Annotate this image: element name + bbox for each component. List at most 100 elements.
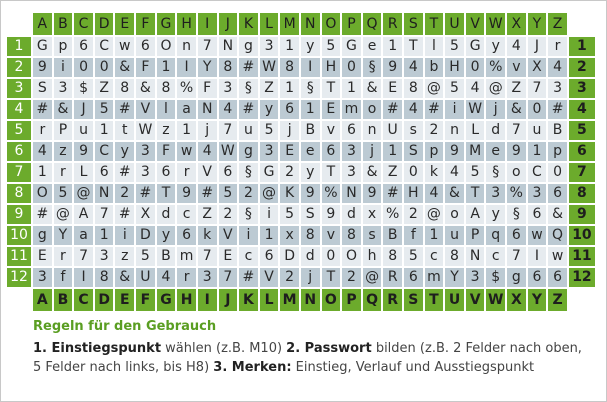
grid-cell: w <box>177 142 198 163</box>
grid-cell: % <box>507 184 528 205</box>
column-header-o: O <box>321 289 343 313</box>
grid-cell: 3 <box>342 163 363 184</box>
grid-cell: # <box>239 58 260 79</box>
grid-cell: 6 <box>321 142 343 163</box>
grid-cell: 5 <box>218 184 240 205</box>
grid-cell: D <box>280 247 301 268</box>
grid-cell: 9 <box>507 142 528 163</box>
grid-cell: W <box>259 58 281 79</box>
grid-cell: # <box>115 163 137 184</box>
column-header-b: B <box>53 13 75 37</box>
grid-cell: 9 <box>383 58 404 79</box>
column-header-j: J <box>218 13 240 37</box>
grid-cell: I <box>527 247 549 268</box>
column-header-s: S <box>403 13 425 37</box>
grid-cell: Z <box>507 79 528 100</box>
grid-cell: 7 <box>218 268 240 289</box>
grid-cell: y <box>486 205 508 226</box>
grid-cell: p <box>53 37 75 58</box>
grid-cell: O <box>156 37 178 58</box>
grid-cell: 5 <box>445 79 466 100</box>
grid-cell: A <box>74 205 95 226</box>
grid-cell: 4 <box>424 184 446 205</box>
grid-cell: 5 <box>136 247 157 268</box>
grid-cell: & <box>507 100 528 121</box>
grid-cell: # <box>115 205 137 226</box>
grid-row-8: 8 O 5 @ N 2 # T 9 #5 2 @ K 9% N 9 # H 4 & T 3% 3 6 8 <box>7 184 597 205</box>
column-header-v: V <box>465 289 487 313</box>
grid-row-2: 2 9 i 0 0 & F 1 I Y 8 # W 8 I H 0 § 9 4 b H 0% v X 4 2 <box>7 58 597 79</box>
grid-cell: 1 <box>259 226 281 247</box>
grid-cell: 7 <box>74 247 95 268</box>
grid-cell: % <box>486 58 508 79</box>
row-number-right: 9 <box>568 205 597 226</box>
step1-label: 1. Einstiegspunkt <box>33 341 162 356</box>
grid-cell: s <box>403 121 425 142</box>
column-header-s: S <box>403 289 425 313</box>
grid-cell: 9 <box>321 205 343 226</box>
grid-cell: Y <box>445 268 466 289</box>
grid-cell: # <box>197 184 219 205</box>
grid-cell: w <box>548 247 569 268</box>
grid-cell: 4 <box>507 37 528 58</box>
grid-cell: 4 <box>465 79 487 100</box>
grid-cell: 0 <box>321 247 343 268</box>
grid-cell: c <box>486 247 508 268</box>
column-header-p: P <box>342 289 363 313</box>
grid-cell: k <box>197 226 219 247</box>
grid-cell: v <box>507 58 528 79</box>
row-number-left: 1 <box>7 37 34 58</box>
grid-cell: s <box>362 226 384 247</box>
grid-cell: % <box>383 205 404 226</box>
column-header-d: D <box>94 13 116 37</box>
row-number-left: 7 <box>7 163 34 184</box>
grid-cell: 1 <box>527 142 549 163</box>
row-number-right: 6 <box>568 142 597 163</box>
grid-cell: S <box>403 142 425 163</box>
grid-cell: 7 <box>197 247 219 268</box>
column-header-m: M <box>280 13 301 37</box>
grid-cell: d <box>486 121 508 142</box>
grid-cell: # <box>33 100 54 121</box>
grid-cell: V <box>259 268 281 289</box>
grid-cell: O <box>342 247 363 268</box>
column-header-t: T <box>424 289 446 313</box>
grid-cell: g <box>239 37 260 58</box>
grid-cell: T <box>321 268 343 289</box>
grid-cell: E <box>33 247 54 268</box>
column-header-j: J <box>218 289 240 313</box>
grid-cell: d <box>300 247 322 268</box>
column-header-l: L <box>259 13 281 37</box>
grid-cell: y <box>259 100 281 121</box>
grid-cell: 4 <box>548 58 569 79</box>
grid-cell: i <box>445 100 466 121</box>
grid-cell: 2 <box>239 184 260 205</box>
grid-cell: u <box>527 121 549 142</box>
grid-cell: N <box>218 37 240 58</box>
grid-cell: g <box>507 268 528 289</box>
column-header-i: I <box>197 13 219 37</box>
column-header-g: G <box>156 13 178 37</box>
grid-cell: j <box>362 142 384 163</box>
grid-cell: § <box>239 163 260 184</box>
grid-cell: W <box>218 142 240 163</box>
grid-cell: X <box>136 205 157 226</box>
grid-cell: 8 <box>383 247 404 268</box>
grid-cell: 6 <box>507 226 528 247</box>
column-header-c: C <box>74 13 95 37</box>
grid-cell: I <box>300 58 322 79</box>
column-header-n: N <box>300 289 322 313</box>
grid-cell: v <box>321 121 343 142</box>
grid-cell: 4 <box>33 142 54 163</box>
grid-cell: m <box>177 247 198 268</box>
grid-cell: 9 <box>74 142 95 163</box>
grid-cell: V <box>218 226 240 247</box>
grid-cell: % <box>177 79 198 100</box>
grid-cell: z <box>156 121 178 142</box>
grid-cell: 8 <box>280 58 301 79</box>
grid-cell: 6 <box>548 184 569 205</box>
grid-cell: T <box>465 184 487 205</box>
